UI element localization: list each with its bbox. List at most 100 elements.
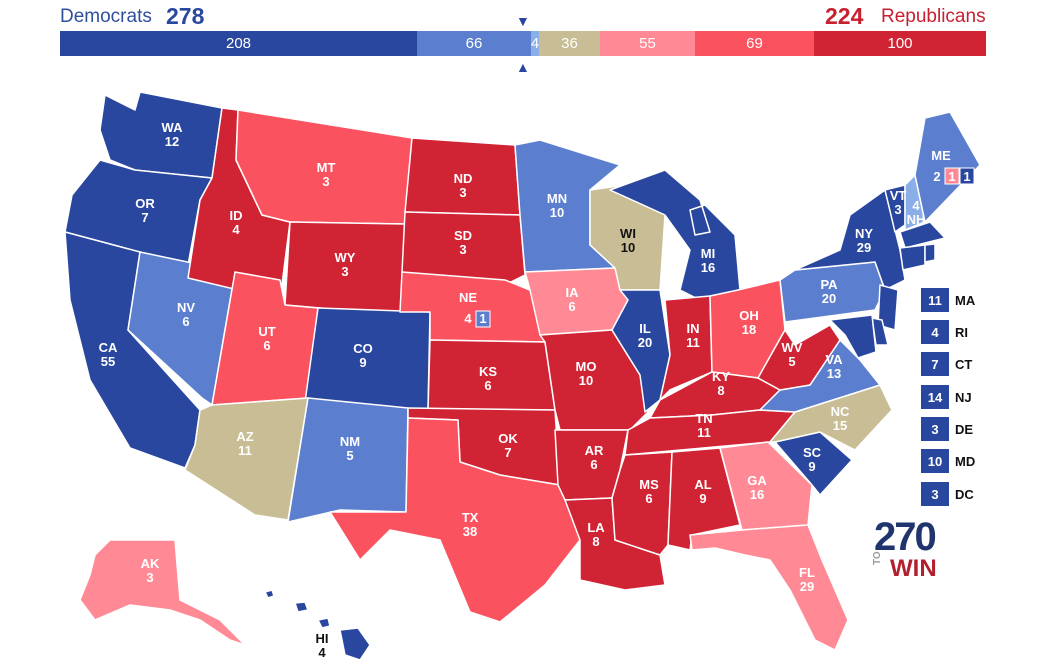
- svg-text:KY: KY: [712, 369, 730, 384]
- state-il[interactable]: [611, 289, 671, 413]
- logo-number: 270: [874, 515, 937, 559]
- bar-segment-lean-rep[interactable]: 55: [600, 31, 695, 56]
- ne-district-box[interactable]: [475, 310, 491, 328]
- state-label-sc: SC9: [803, 445, 822, 474]
- svg-text:KS: KS: [479, 364, 497, 379]
- state-or[interactable]: [64, 159, 213, 266]
- small-state-md-box[interactable]: 10: [921, 449, 949, 473]
- small-state-de-box[interactable]: 3: [921, 417, 949, 441]
- svg-text:11: 11: [238, 443, 252, 458]
- state-tx[interactable]: [329, 417, 581, 623]
- svg-text:OK: OK: [498, 431, 518, 446]
- svg-text:20: 20: [822, 291, 836, 306]
- state-label-ak: AK3: [141, 556, 160, 585]
- svg-text:ID: ID: [230, 208, 243, 223]
- state-md[interactable]: [829, 314, 877, 359]
- svg-text:9: 9: [808, 459, 815, 474]
- state-wv[interactable]: [757, 324, 841, 391]
- state-fl[interactable]: [689, 524, 849, 651]
- svg-text:WA: WA: [162, 120, 184, 135]
- state-label-nm: NM5: [340, 434, 360, 463]
- svg-text:6: 6: [645, 491, 652, 506]
- bar-segment-label: 208: [225, 35, 252, 52]
- svg-text:IN: IN: [687, 321, 700, 336]
- svg-text:18: 18: [742, 322, 756, 337]
- svg-text:NH: NH: [907, 212, 926, 227]
- state-label-nh: 4NH: [907, 198, 926, 227]
- state-ct[interactable]: [899, 244, 926, 271]
- svg-text:7: 7: [141, 210, 148, 225]
- state-label-ks: KS6: [479, 364, 497, 393]
- small-state-ct-label: CT: [955, 357, 973, 372]
- state-ms[interactable]: [611, 451, 673, 556]
- state-me[interactable]: [914, 111, 981, 223]
- state-sd[interactable]: [401, 211, 526, 286]
- state-mi[interactable]: [609, 169, 741, 301]
- small-state-ri-box[interactable]: 4: [921, 320, 949, 344]
- small-state-ma-box[interactable]: 11: [921, 288, 949, 312]
- state-hi[interactable]: [264, 589, 371, 661]
- svg-text:4: 4: [464, 311, 472, 326]
- state-ga[interactable]: [719, 441, 813, 531]
- state-label-ia: IA6: [566, 285, 580, 314]
- svg-text:55: 55: [101, 354, 115, 369]
- small-state-ct-box[interactable]: 7: [921, 352, 949, 376]
- state-label-sd: SD3: [454, 228, 472, 257]
- svg-text:16: 16: [750, 487, 764, 502]
- me-district-box-2[interactable]: [959, 167, 975, 185]
- svg-text:SD: SD: [454, 228, 472, 243]
- svg-text:13: 13: [827, 366, 841, 381]
- state-label-vt: VT3: [890, 188, 907, 217]
- small-state-de-label: DE: [955, 422, 974, 437]
- state-nm[interactable]: [287, 397, 409, 523]
- small-state-nj-box[interactable]: 14: [921, 385, 949, 409]
- democrats-total: 278: [166, 3, 205, 29]
- svg-text:IA: IA: [566, 285, 580, 300]
- small-state-dc-label: DC: [955, 487, 974, 502]
- state-label-id: ID4: [230, 208, 243, 237]
- svg-text:CA: CA: [99, 340, 118, 355]
- bar-segment-label: 100: [887, 35, 913, 52]
- state-co[interactable]: [304, 307, 431, 411]
- bar-segment-likely-dem[interactable]: 66: [417, 31, 531, 56]
- svg-text:ND: ND: [454, 171, 473, 186]
- svg-text:5: 5: [788, 354, 795, 369]
- state-az[interactable]: [184, 397, 309, 521]
- svg-text:CO: CO: [353, 341, 373, 356]
- state-label-mt: MT3: [317, 160, 336, 189]
- state-nj[interactable]: [877, 284, 899, 331]
- state-ma[interactable]: [899, 221, 946, 249]
- svg-text:FL: FL: [799, 565, 815, 580]
- small-state-dc-box[interactable]: 3: [921, 482, 949, 506]
- svg-text:AK: AK: [141, 556, 160, 571]
- state-ak[interactable]: [79, 539, 246, 646]
- svg-text:4: 4: [912, 198, 920, 213]
- state-ri[interactable]: [924, 243, 936, 263]
- state-label-wv: WV5: [782, 340, 803, 369]
- svg-text:3: 3: [146, 570, 153, 585]
- state-ia[interactable]: [524, 267, 629, 336]
- state-label-ms: MS6: [639, 477, 659, 506]
- me-district-box-1[interactable]: [944, 167, 960, 185]
- bar-segment-safe-dem[interactable]: 208: [60, 31, 417, 56]
- bar-segment-tossup[interactable]: 36: [539, 31, 600, 56]
- logo-to: TO: [872, 551, 883, 565]
- state-label-or: OR7: [135, 196, 155, 225]
- svg-text:IL: IL: [639, 321, 651, 336]
- svg-text:29: 29: [857, 240, 871, 255]
- bar-segment-safe-rep[interactable]: 100: [814, 31, 986, 56]
- svg-text:5: 5: [346, 448, 353, 463]
- svg-text:3: 3: [894, 202, 901, 217]
- bar-segment-lean-dem[interactable]: 4: [531, 31, 539, 56]
- svg-text:PA: PA: [820, 277, 838, 292]
- state-label-nd: ND3: [454, 171, 473, 200]
- svg-text:8: 8: [592, 534, 599, 549]
- bar-segment-likely-rep[interactable]: 69: [695, 31, 814, 56]
